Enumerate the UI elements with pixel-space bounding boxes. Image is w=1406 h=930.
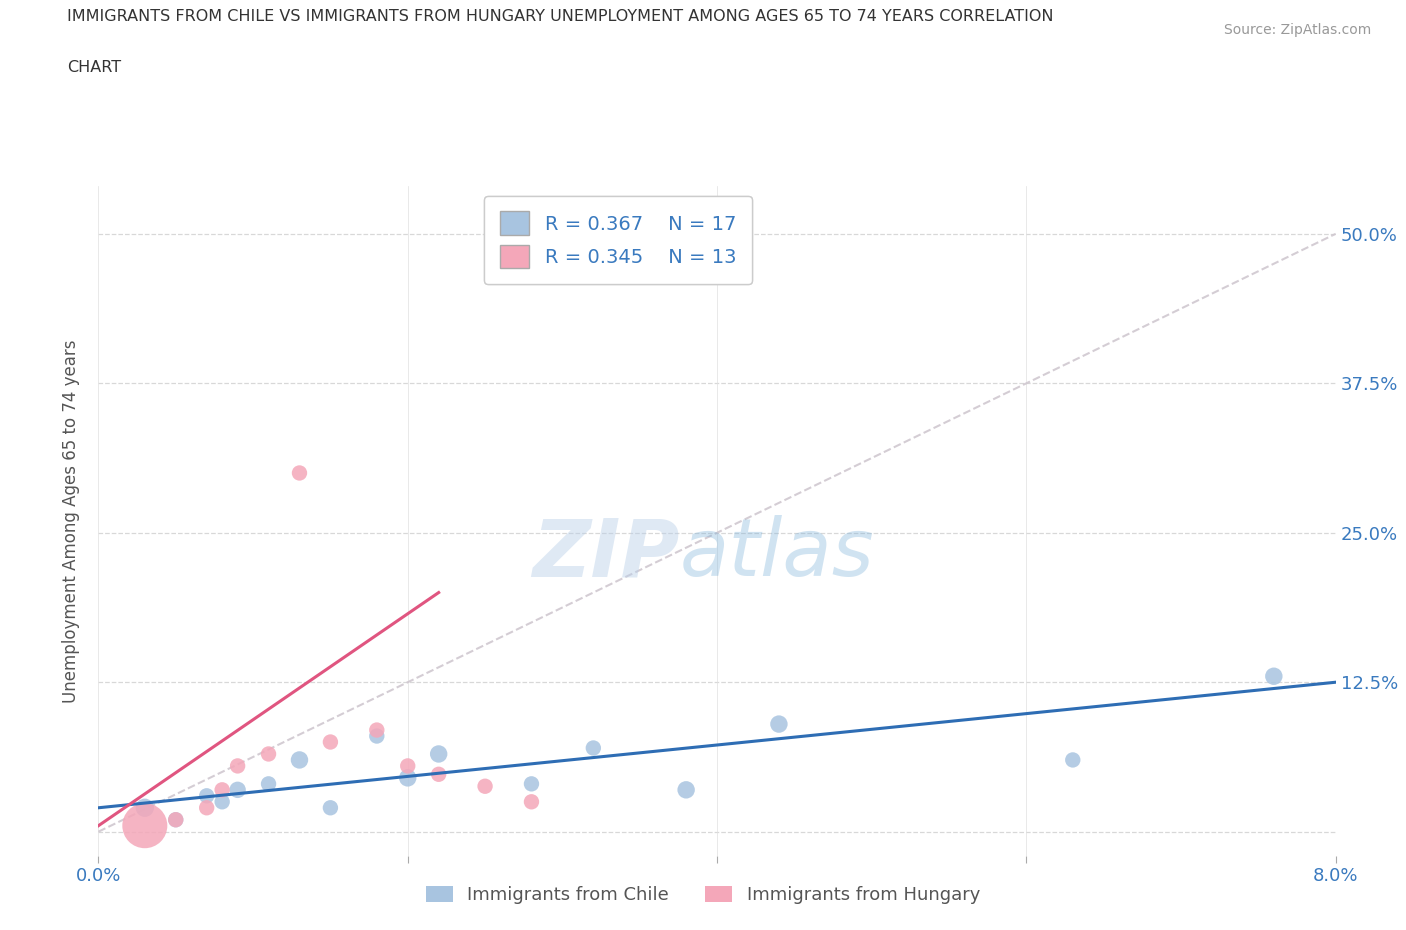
- Point: [396, 759, 419, 774]
- Point: [768, 717, 790, 732]
- Text: atlas: atlas: [681, 515, 875, 593]
- Point: [582, 740, 605, 755]
- Point: [520, 777, 543, 791]
- Point: [165, 812, 187, 827]
- Text: CHART: CHART: [67, 60, 121, 75]
- Legend: R = 0.367    N = 17, R = 0.345    N = 13: R = 0.367 N = 17, R = 0.345 N = 13: [485, 195, 752, 284]
- Point: [1062, 752, 1084, 767]
- Point: [319, 735, 342, 750]
- Point: [134, 801, 156, 816]
- Point: [427, 767, 450, 782]
- Point: [165, 812, 187, 827]
- Point: [288, 466, 311, 481]
- Point: [195, 789, 218, 804]
- Point: [226, 759, 249, 774]
- Point: [211, 782, 233, 797]
- Y-axis label: Unemployment Among Ages 65 to 74 years: Unemployment Among Ages 65 to 74 years: [62, 339, 80, 702]
- Point: [427, 747, 450, 762]
- Point: [474, 778, 496, 793]
- Point: [1263, 669, 1285, 684]
- Point: [195, 801, 218, 816]
- Point: [226, 782, 249, 797]
- Legend: Immigrants from Chile, Immigrants from Hungary: Immigrants from Chile, Immigrants from H…: [419, 879, 987, 911]
- Point: [134, 818, 156, 833]
- Point: [366, 728, 388, 743]
- Point: [288, 752, 311, 767]
- Point: [319, 801, 342, 816]
- Point: [257, 747, 280, 762]
- Point: [366, 723, 388, 737]
- Point: [211, 794, 233, 809]
- Text: ZIP: ZIP: [533, 515, 681, 593]
- Point: [520, 794, 543, 809]
- Point: [257, 777, 280, 791]
- Point: [396, 770, 419, 785]
- Text: Source: ZipAtlas.com: Source: ZipAtlas.com: [1223, 23, 1371, 37]
- Text: IMMIGRANTS FROM CHILE VS IMMIGRANTS FROM HUNGARY UNEMPLOYMENT AMONG AGES 65 TO 7: IMMIGRANTS FROM CHILE VS IMMIGRANTS FROM…: [67, 9, 1054, 24]
- Point: [675, 782, 697, 797]
